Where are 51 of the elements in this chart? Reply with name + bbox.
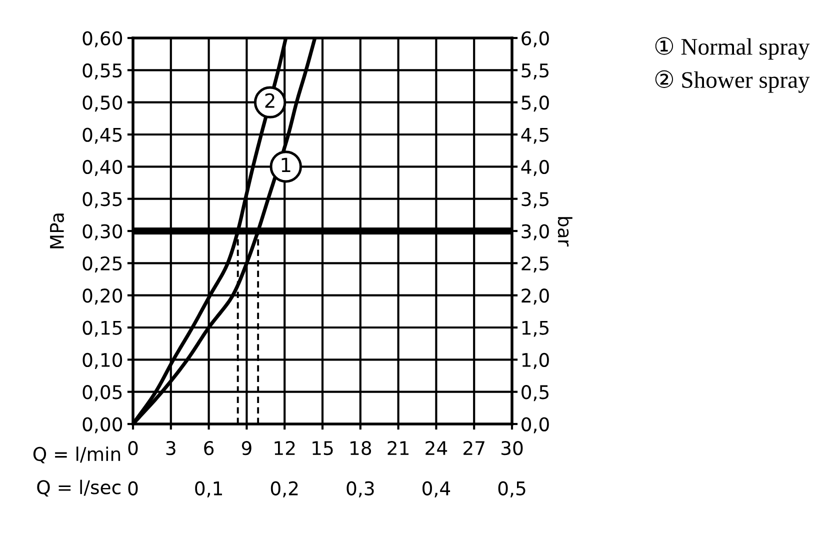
x-tick-label: 27 bbox=[464, 441, 484, 455]
y2-tick-label: 1,5 bbox=[522, 320, 549, 337]
y2-tick-label: 0,5 bbox=[522, 385, 549, 402]
annotation: 2 bbox=[265, 93, 274, 108]
y-axis-title: MPa bbox=[50, 214, 64, 248]
text: ② Shower spray bbox=[655, 70, 810, 93]
x2-tick-label: 0,5 bbox=[498, 481, 526, 498]
y2-tick-label: 4,5 bbox=[521, 128, 549, 144]
x2-tick-label: 0,4 bbox=[422, 481, 450, 498]
y-tick-label: 0,30 bbox=[82, 224, 122, 240]
x-tick-label: 15 bbox=[312, 441, 333, 456]
y2-tick-label: 3,5 bbox=[522, 192, 549, 208]
text: ① Normal spray bbox=[655, 37, 810, 60]
y-tick-label: 0,10 bbox=[82, 352, 122, 369]
x-tick-label: 0 bbox=[128, 441, 138, 456]
y2-tick-label: 0,0 bbox=[522, 417, 549, 434]
x-tick-label: 12 bbox=[274, 441, 295, 455]
x2-tick-label: 0,2 bbox=[270, 481, 298, 498]
y2-tick-label: 5,5 bbox=[522, 64, 549, 80]
x-tick-label: 30 bbox=[502, 441, 523, 456]
x2-tick-label: 0,3 bbox=[346, 481, 374, 498]
y-tick-label: 0,05 bbox=[82, 385, 122, 402]
y2-tick-label: 6,0 bbox=[522, 31, 549, 48]
annotation: 1 bbox=[282, 158, 290, 172]
y2-axis-title: bar bbox=[558, 217, 572, 247]
y-tick-label: 0,40 bbox=[82, 160, 122, 176]
y-tick-label: 0,35 bbox=[82, 192, 122, 208]
x2-tick-label: 0 bbox=[128, 481, 138, 496]
x-tick-label: 9 bbox=[242, 441, 252, 456]
y-tick-label: 0,55 bbox=[82, 63, 122, 80]
y2-tick-label: 4,0 bbox=[521, 160, 549, 176]
y2-tick-label: 2,0 bbox=[522, 288, 549, 305]
y-tick-label: 0,50 bbox=[82, 96, 122, 112]
x-tick-label: 3 bbox=[166, 441, 176, 456]
y-tick-label: 0,60 bbox=[82, 31, 122, 48]
y-tick-label: 0,00 bbox=[82, 417, 122, 434]
y2-tick-label: 2,5 bbox=[522, 256, 549, 272]
y2-tick-label: 5,0 bbox=[522, 96, 549, 112]
y-tick-label: 0,45 bbox=[82, 128, 122, 144]
y2-tick-label: 1,0 bbox=[522, 352, 549, 369]
x-tick-label: 6 bbox=[204, 441, 214, 456]
y-tick-label: 0,25 bbox=[82, 256, 122, 272]
x-tick-label: 18 bbox=[350, 441, 372, 456]
x2-tick-label: 0,1 bbox=[195, 481, 222, 498]
y2-tick-label: 3,0 bbox=[522, 224, 549, 240]
x-tick-label: 24 bbox=[426, 441, 448, 455]
y-tick-label: 0,20 bbox=[82, 288, 122, 305]
x-tick-label: 21 bbox=[388, 441, 408, 455]
x-axis-title: Q = l/min bbox=[33, 446, 120, 464]
x2-axis-title: Q = l/sec bbox=[37, 480, 120, 496]
y-tick-label: 0,15 bbox=[82, 320, 122, 337]
